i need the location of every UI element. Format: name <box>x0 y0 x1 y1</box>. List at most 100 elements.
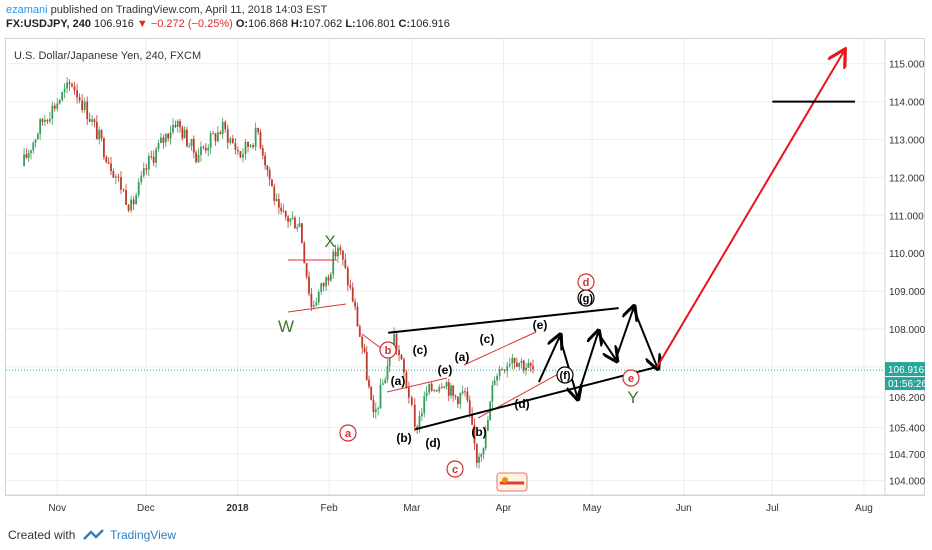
candle-body <box>93 119 96 122</box>
author-link[interactable]: ezamani <box>6 4 48 16</box>
candle-body <box>471 413 474 425</box>
candle-body <box>32 142 35 151</box>
candle-body <box>487 420 489 431</box>
candle-body <box>294 217 296 229</box>
candle-body <box>103 138 105 158</box>
projection-arrow <box>597 332 616 360</box>
candle-body <box>447 382 450 396</box>
candle-body <box>358 326 361 337</box>
candle-body <box>418 416 421 430</box>
candle-body <box>339 247 342 251</box>
price-tag <box>885 362 925 377</box>
candle-body <box>516 362 518 367</box>
candle-body <box>428 383 431 393</box>
candle-body <box>25 154 28 158</box>
x-tick-label: 2018 <box>226 503 249 514</box>
candle-body <box>226 129 229 143</box>
candle-body <box>46 119 49 122</box>
wave-label: (b) <box>396 431 411 445</box>
candle-body <box>532 365 534 370</box>
candle-body <box>430 383 433 391</box>
candle-body <box>221 121 224 134</box>
candle-body <box>63 88 66 92</box>
candle-body <box>493 380 496 386</box>
candle-body <box>296 227 299 229</box>
ohlc-bar: FX:USDJPY, 240 106.916 ▼ −0.272 (−0.25%)… <box>6 18 450 30</box>
wave-label: (e) <box>438 363 453 377</box>
candle-body <box>257 127 260 133</box>
countdown-label: 01:56:26 <box>888 379 927 390</box>
candle-body <box>275 199 278 201</box>
candle-body <box>301 223 303 243</box>
candle-body <box>525 367 527 371</box>
candle-body <box>188 145 191 147</box>
wave-label-circle <box>622 369 640 387</box>
wave-label: (d) <box>425 436 440 450</box>
candle-body <box>440 387 443 389</box>
candle-body <box>454 395 457 397</box>
x-tick-label: Mar <box>403 503 421 514</box>
candle-body <box>137 182 140 196</box>
candle-body <box>354 301 356 307</box>
candle-body <box>219 132 222 134</box>
candle-body <box>73 86 76 91</box>
candle-body <box>491 385 494 402</box>
candle-body <box>207 148 210 151</box>
y-tick-label: 113.000 <box>889 136 925 147</box>
candle-body <box>508 363 511 366</box>
y-tick-label: 108.000 <box>889 325 926 336</box>
candle-body <box>520 360 523 363</box>
candle-body <box>202 146 205 148</box>
candle-body <box>229 138 232 143</box>
x-tick-label: Nov <box>48 503 66 514</box>
wave-label: (g) <box>579 293 593 305</box>
candle-body <box>433 390 436 391</box>
candle-body <box>334 251 337 257</box>
tradingview-brand[interactable]: TradingView <box>110 528 177 542</box>
candle-body <box>468 400 471 414</box>
symbol-label: FX:USDJPY, 240 <box>6 18 91 30</box>
candle-body <box>356 306 359 327</box>
candle-body <box>410 397 413 405</box>
low-value: 106.801 <box>355 18 396 30</box>
candle-body <box>498 368 501 376</box>
countdown-tag <box>885 377 925 391</box>
candle-body <box>305 263 308 277</box>
candle-body <box>264 155 266 166</box>
candle-body <box>393 333 396 351</box>
projection-arrow <box>576 333 598 398</box>
candle-body <box>200 146 202 155</box>
candle-body <box>405 372 408 388</box>
red-channel-line <box>463 331 537 366</box>
candle-body <box>445 382 448 387</box>
candle-body <box>522 360 525 371</box>
y-tick-label: 111.000 <box>889 211 924 222</box>
candle-body <box>398 349 400 355</box>
candle-body <box>322 283 325 287</box>
chart-title: U.S. Dollar/Japanese Yen, 240, FXCM <box>14 50 201 62</box>
wave-label-circle <box>379 341 397 359</box>
candle-body <box>273 186 276 201</box>
candle-body <box>135 195 138 205</box>
candle-body <box>332 251 335 275</box>
candle-body <box>266 165 269 170</box>
candle-body <box>30 150 32 154</box>
candle-body <box>480 454 483 457</box>
candle-body <box>317 291 320 303</box>
candle-body <box>420 412 423 417</box>
candle-body <box>190 138 193 146</box>
candle-body <box>513 358 516 363</box>
candle-body <box>140 175 143 183</box>
wave-label-green: W <box>278 317 294 336</box>
candle-body <box>48 118 51 122</box>
candle-body <box>325 277 328 287</box>
candle-body <box>164 133 167 143</box>
candle-body <box>237 149 239 152</box>
candle-body <box>506 365 509 372</box>
wave-label: e <box>628 373 634 385</box>
candle-body <box>239 151 242 158</box>
wave-label: d <box>583 277 590 289</box>
publish-info: ezamani published on TradingView.com, Ap… <box>6 4 327 16</box>
last-price: 106.916 <box>94 18 134 30</box>
